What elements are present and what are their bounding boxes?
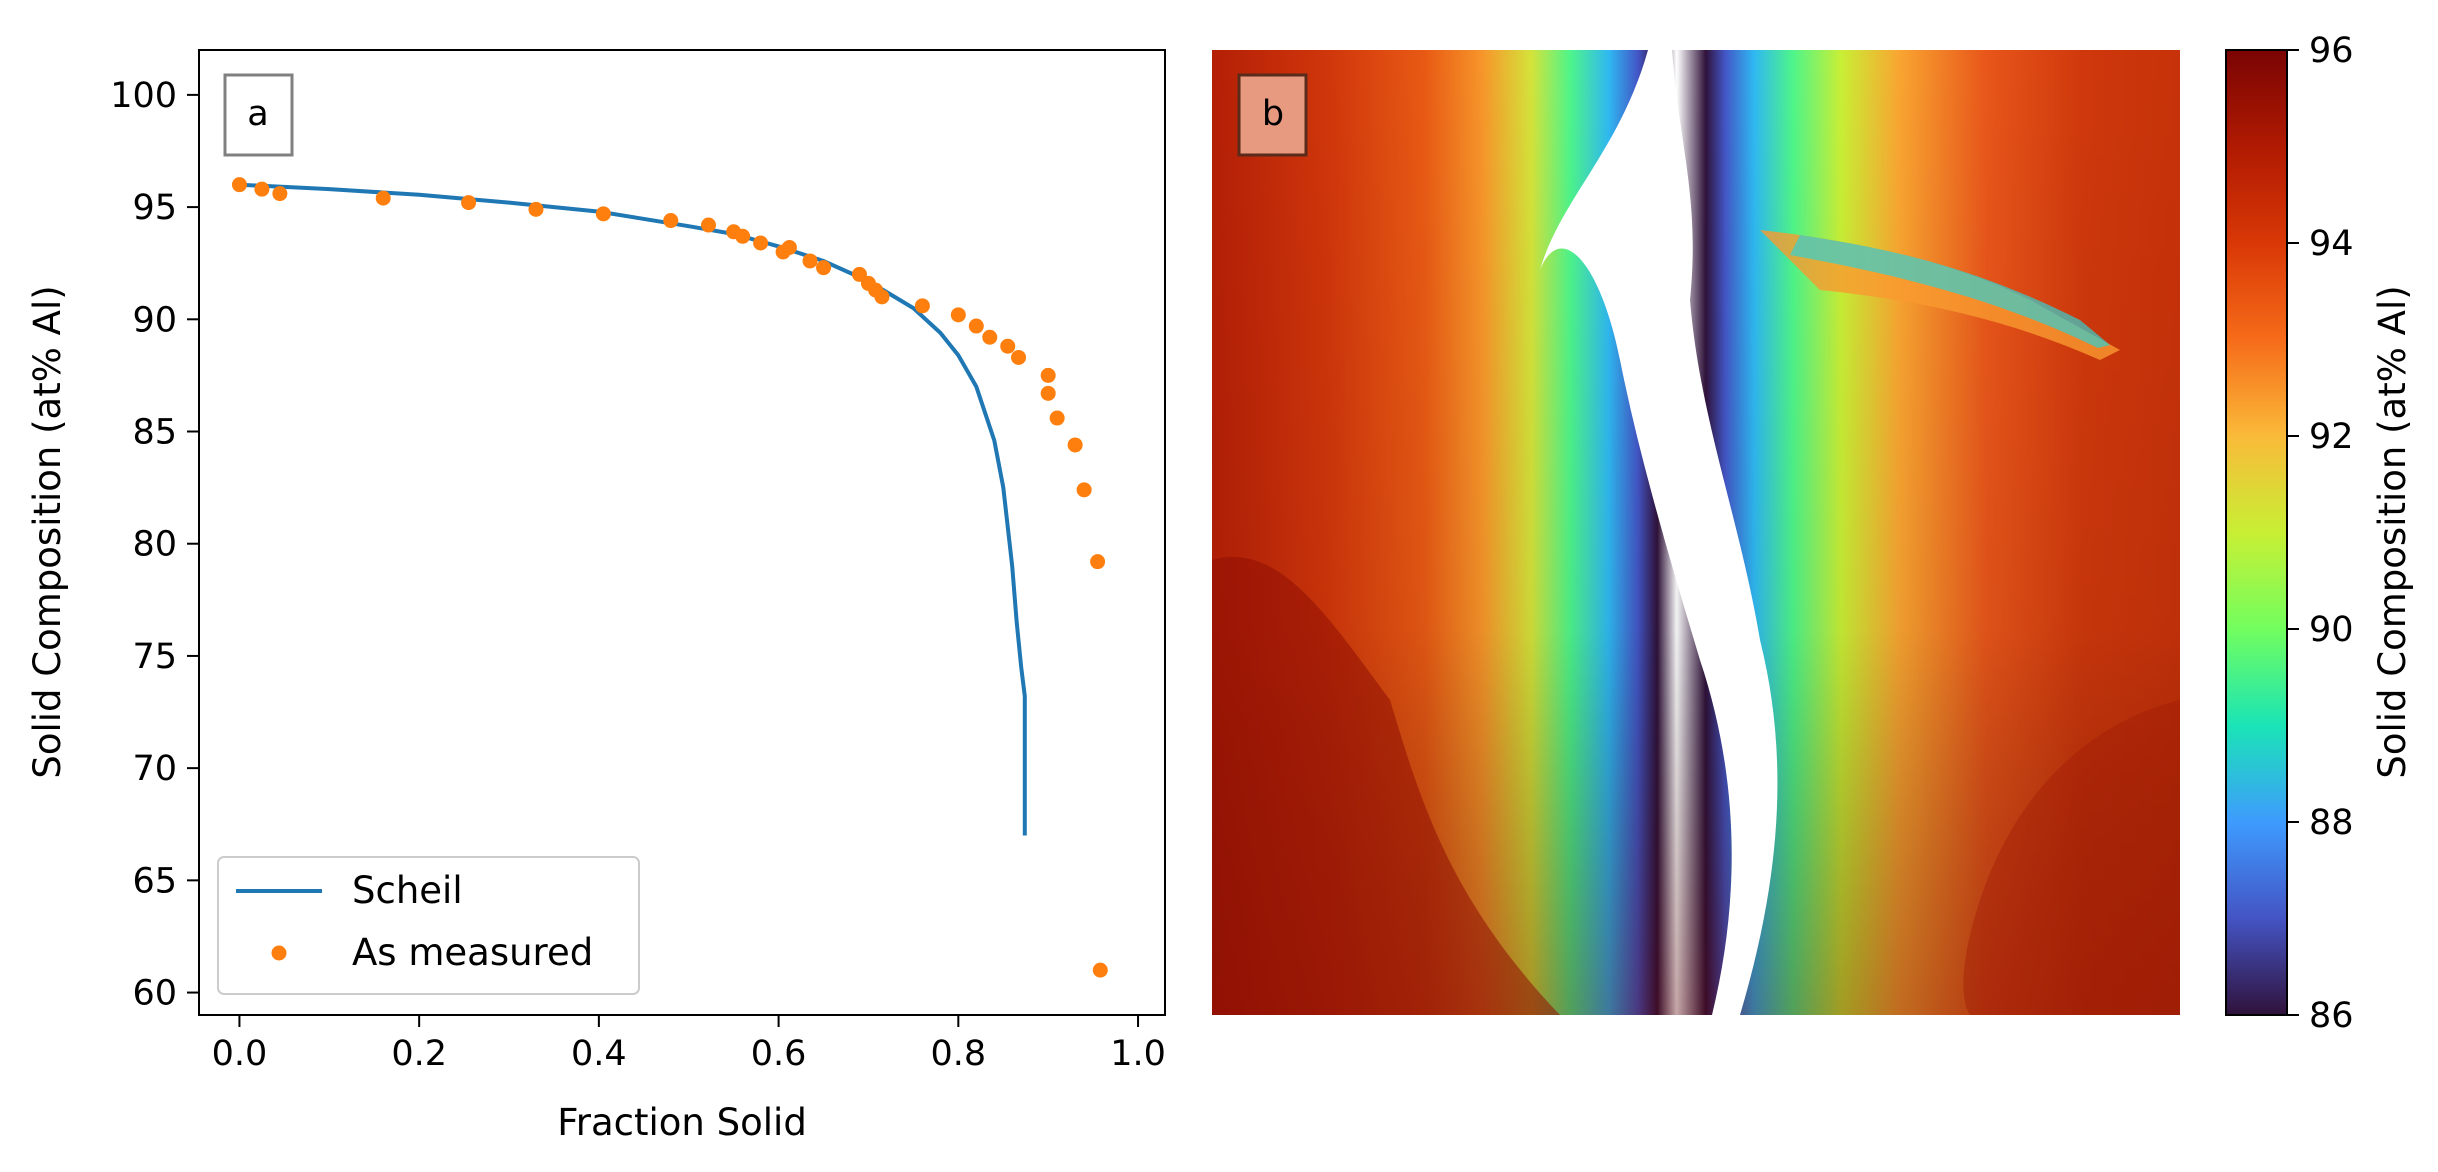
measured-point bbox=[914, 298, 930, 314]
measured-points bbox=[231, 177, 1108, 978]
measured-point bbox=[231, 177, 247, 193]
x-tick-label: 0.2 bbox=[391, 1034, 447, 1074]
colorbar-tick-label: 88 bbox=[2309, 803, 2354, 843]
measured-point bbox=[1092, 962, 1108, 978]
legend-measured-label: As measured bbox=[352, 931, 593, 974]
panel-a-xlabel: Fraction Solid bbox=[557, 1101, 807, 1144]
y-tick-label: 60 bbox=[132, 974, 177, 1014]
measured-point bbox=[701, 217, 717, 233]
scheil-curve bbox=[239, 182, 1027, 836]
colorbar-tick-label: 92 bbox=[2309, 417, 2354, 457]
measured-point bbox=[528, 201, 544, 217]
colorbar-tick-label: 96 bbox=[2309, 31, 2354, 71]
map-dark-region-right bbox=[1963, 700, 2180, 1015]
legend-scheil-label: Scheil bbox=[352, 869, 463, 912]
legend: Scheil As measured bbox=[217, 856, 640, 995]
y-tick-label: 80 bbox=[132, 525, 177, 565]
measured-point bbox=[781, 239, 797, 255]
y-tick-label: 95 bbox=[132, 188, 177, 228]
legend-frame bbox=[217, 856, 640, 995]
y-tick-label: 75 bbox=[132, 637, 177, 677]
measured-point bbox=[1090, 554, 1106, 570]
y-tick-label: 100 bbox=[110, 76, 177, 116]
panel-a-ylabel: Solid Composition (at% Al) bbox=[26, 285, 69, 778]
panel-b-heatmap: b bbox=[1212, 50, 2180, 1015]
panel-a-frame bbox=[198, 49, 1166, 1016]
colorbar-ticks: 86 88 90 92 94 96 bbox=[2287, 31, 2354, 1036]
measured-point bbox=[595, 206, 611, 222]
measured-point bbox=[272, 186, 288, 202]
composition-map bbox=[1212, 50, 2180, 1015]
panel-a-label-box: a bbox=[223, 73, 294, 157]
panel-b-label-frame bbox=[1237, 73, 1308, 157]
measured-point bbox=[663, 213, 679, 229]
panel-a-y-ticks: 60 65 70 75 80 85 90 95 100 bbox=[110, 76, 199, 1014]
measured-point bbox=[1011, 349, 1027, 365]
x-tick-label: 0.6 bbox=[751, 1034, 807, 1074]
measured-point bbox=[968, 318, 984, 334]
measured-point bbox=[753, 235, 769, 251]
measured-point bbox=[735, 228, 751, 244]
y-tick-label: 90 bbox=[132, 300, 177, 340]
colorbar-gradient bbox=[2225, 49, 2288, 1016]
measured-point bbox=[1049, 410, 1065, 426]
colorbar: 86 88 90 92 94 96 Solid Composition (at% Al) bbox=[2225, 31, 2414, 1036]
y-tick-label: 70 bbox=[132, 749, 177, 789]
measured-point bbox=[874, 289, 890, 305]
measured-point bbox=[950, 307, 966, 323]
map-dark-region-left bbox=[1212, 556, 1560, 1015]
colorbar-tick-label: 86 bbox=[2309, 996, 2354, 1036]
colorbar-tick-label: 90 bbox=[2309, 610, 2354, 650]
measured-point bbox=[1040, 385, 1056, 401]
measured-point bbox=[461, 195, 477, 211]
map-side-branch-cyan bbox=[1790, 235, 2110, 348]
panel-a-label-frame bbox=[223, 73, 294, 157]
y-tick-label: 65 bbox=[132, 861, 177, 901]
measured-point bbox=[1040, 367, 1056, 383]
panel-a-label: a bbox=[247, 94, 268, 134]
measured-point bbox=[802, 253, 818, 269]
x-tick-label: 1.0 bbox=[1110, 1034, 1166, 1074]
measured-point bbox=[254, 181, 270, 197]
x-tick-label: 0.4 bbox=[571, 1034, 627, 1074]
measured-point bbox=[1067, 437, 1083, 453]
measured-point bbox=[1076, 482, 1092, 498]
colorbar-label: Solid Composition (at% Al) bbox=[2371, 285, 2414, 778]
measured-point bbox=[816, 260, 832, 276]
panel-b-label: b bbox=[1262, 94, 1284, 134]
colorbar-tick-label: 94 bbox=[2309, 224, 2354, 264]
legend-measured-swatch bbox=[271, 945, 287, 961]
panel-a-chart: 0.0 0.2 0.4 0.6 0.8 1.0 60 65 70 75 80 85 90 95 100 F… bbox=[26, 49, 1166, 1144]
measured-point bbox=[1000, 338, 1016, 354]
measured-point bbox=[982, 329, 998, 345]
x-tick-label: 0.8 bbox=[930, 1034, 986, 1074]
map-core-white bbox=[1540, 50, 1778, 1015]
y-tick-label: 85 bbox=[132, 413, 177, 453]
x-tick-label: 0.0 bbox=[212, 1034, 268, 1074]
panel-a-x-ticks: 0.0 0.2 0.4 0.6 0.8 1.0 bbox=[212, 1015, 1166, 1074]
measured-point bbox=[375, 190, 391, 206]
